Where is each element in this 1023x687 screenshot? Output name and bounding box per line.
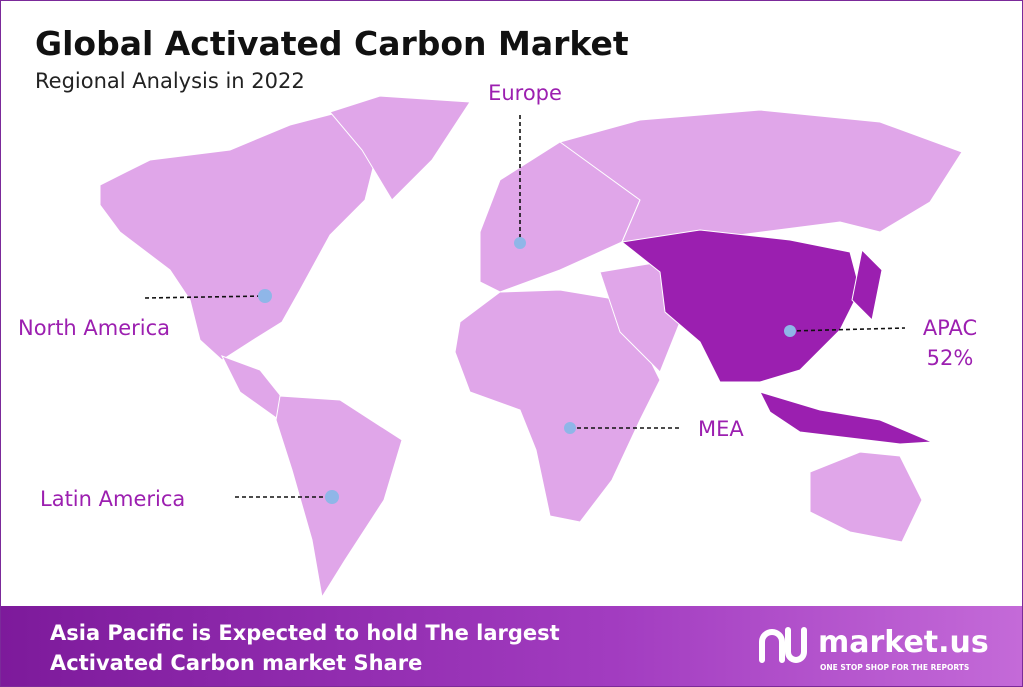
marker — [258, 289, 272, 303]
footer-text: Activated Carbon market Share — [50, 651, 422, 675]
region-share: 52% — [927, 346, 974, 370]
marker — [784, 325, 796, 337]
footer-band — [1, 606, 1022, 686]
japan — [851, 248, 883, 322]
africa — [454, 289, 661, 523]
brand-logo: market.us ONE STOP SHOP FOR THE REPORTS — [759, 625, 989, 672]
brand-name: market.us — [818, 625, 989, 660]
brand-tagline: ONE STOP SHOP FOR THE REPORTS — [820, 663, 969, 672]
logo-icon — [759, 627, 807, 663]
south-america — [275, 395, 403, 599]
australia — [809, 451, 923, 543]
marker — [325, 490, 339, 504]
region-label: MEA — [698, 417, 744, 441]
leader-line — [789, 327, 906, 332]
se-asia-islands — [759, 391, 933, 445]
subtitle: Regional Analysis in 2022 — [35, 69, 305, 93]
greenland — [329, 95, 471, 201]
leader-line — [144, 295, 266, 299]
north-america — [99, 111, 381, 361]
marker — [514, 237, 526, 249]
region-label: North America — [18, 316, 170, 340]
title: Global Activated Carbon Market — [35, 24, 629, 63]
north-asia — [558, 109, 963, 243]
footer-text: Asia Pacific is Expected to hold The lar… — [50, 621, 560, 645]
region-label: Europe — [488, 81, 562, 105]
region-label: APAC — [923, 316, 977, 340]
marker — [564, 422, 576, 434]
region-label: Latin America — [40, 487, 185, 511]
asia-pacific — [620, 229, 861, 383]
